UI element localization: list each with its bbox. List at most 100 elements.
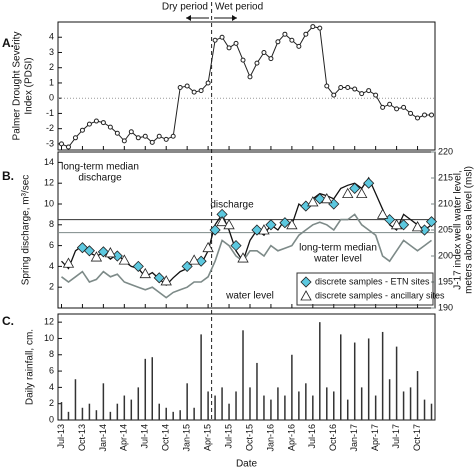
dry-arrow-head (186, 15, 191, 21)
data-point (296, 43, 302, 49)
sample-marker (363, 177, 375, 189)
x-tick-label: Jul-17 (391, 424, 401, 449)
bar (319, 322, 321, 420)
bar (158, 403, 160, 420)
data-point (394, 106, 400, 112)
bar (214, 395, 216, 420)
bar (367, 338, 370, 420)
data-point (121, 138, 127, 144)
bar (423, 399, 426, 420)
bar (193, 407, 195, 420)
bar (312, 395, 314, 420)
data-point (415, 115, 421, 121)
wet-arrow-head (232, 15, 237, 21)
reference-label: discharge (78, 173, 122, 184)
y-tick-label: 1 (49, 77, 54, 87)
data-point (408, 110, 414, 116)
sample-marker (230, 240, 242, 252)
data-line (61, 176, 432, 287)
data-point (58, 141, 64, 147)
bar (186, 383, 188, 420)
sample-marker (398, 219, 410, 231)
data-point (331, 92, 337, 98)
sample-marker (342, 187, 354, 198)
data-point (261, 49, 267, 55)
data-point (352, 86, 358, 92)
sample-marker (307, 196, 319, 207)
data-point (282, 31, 288, 37)
data-point (107, 124, 113, 130)
sample-marker (104, 247, 117, 258)
series-label: discharge (210, 200, 254, 211)
data-point (303, 31, 309, 37)
data-point (359, 91, 365, 97)
bar (81, 407, 84, 420)
data-point (142, 133, 148, 139)
data-point (191, 89, 197, 95)
y-tick-label: 4 (49, 261, 54, 271)
data-point (373, 92, 379, 98)
bar (165, 407, 167, 420)
y-axis-label: Spring discharge, m³/sec (21, 175, 32, 286)
x-tick-label: Oct-13 (77, 424, 87, 451)
bar (277, 387, 279, 420)
data-point (324, 83, 330, 89)
bar (235, 391, 237, 420)
data-point (268, 56, 274, 62)
x-tick-label: Jul-13 (56, 424, 66, 449)
data-point (177, 85, 183, 91)
panel-label: B. (2, 169, 14, 183)
bar (291, 354, 293, 420)
bar (305, 383, 307, 420)
x-tick-label: Apr-15 (202, 424, 212, 451)
data-point (310, 24, 316, 30)
sample-marker (62, 257, 75, 268)
sample-marker (132, 260, 144, 272)
sample-marker (321, 192, 333, 204)
bar (144, 358, 147, 420)
sample-marker (376, 208, 389, 219)
bar (116, 403, 119, 420)
series-label: water level (225, 291, 274, 302)
bar (381, 331, 384, 420)
y2-axis-label: J-17 index well water level, (453, 170, 464, 290)
sample-marker (390, 218, 403, 230)
bar (60, 402, 63, 420)
y-tick-label: 14 (44, 157, 54, 167)
bar (151, 357, 153, 420)
y-tick-label: 2 (49, 282, 54, 292)
bar (263, 395, 265, 420)
panel-label: A. (2, 36, 14, 50)
x-tick-label: Jan-14 (98, 424, 108, 452)
x-tick-label: Oct-14 (161, 424, 171, 451)
x-tick-label: Jan-16 (265, 424, 275, 452)
sample-marker (160, 275, 172, 286)
plot-frame (57, 21, 436, 151)
sample-marker (356, 187, 368, 198)
data-point (429, 112, 435, 118)
data-point (86, 121, 92, 127)
data-point (170, 133, 176, 139)
data-point (198, 88, 204, 94)
y-tick-label: 2 (49, 62, 54, 72)
data-point (114, 130, 120, 136)
panel-label: C. (2, 314, 14, 328)
y-tick-label: 0 (49, 93, 54, 103)
bar (88, 403, 91, 420)
x-tick-label: Jul-16 (307, 424, 317, 449)
data-point (401, 104, 407, 110)
bar (346, 399, 349, 420)
data-point (149, 139, 155, 145)
y2-axis-label: meters above sea level (msl) (464, 166, 474, 294)
x-tick-label: Apr-14 (119, 424, 129, 451)
y2-tick-label: 205 (438, 224, 453, 234)
sample-marker (265, 219, 277, 231)
y-tick-label: -1 (46, 108, 54, 118)
sample-marker (349, 182, 361, 194)
bar (137, 387, 140, 420)
sample-marker (153, 272, 165, 284)
x-axis-label: Date (236, 459, 258, 470)
y-tick-label: 12 (44, 178, 54, 188)
bar (416, 371, 419, 420)
bar (95, 410, 98, 420)
